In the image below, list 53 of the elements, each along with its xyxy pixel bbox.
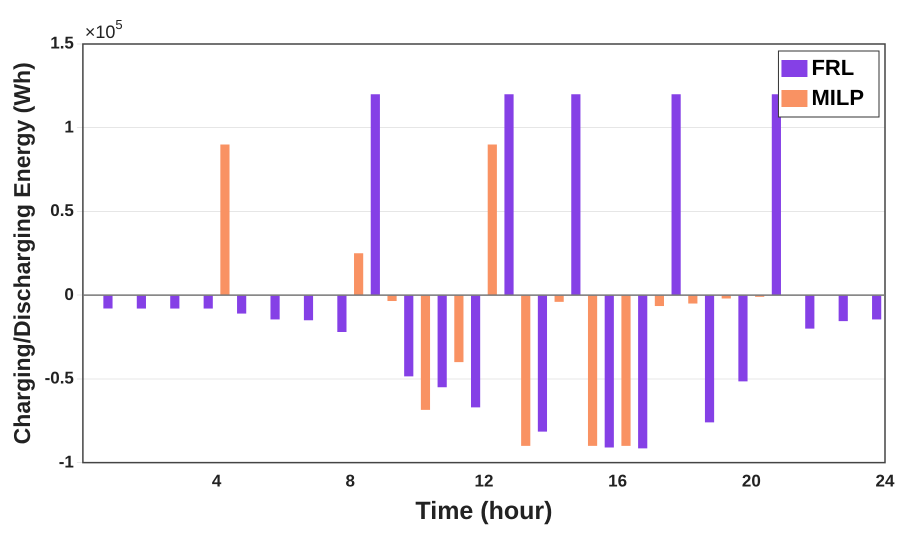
x-tick-label: 20 xyxy=(742,471,761,490)
bar xyxy=(420,296,430,410)
legend-label: MILP xyxy=(811,85,864,110)
bar xyxy=(454,296,464,362)
bar xyxy=(638,296,648,448)
bar xyxy=(438,296,447,388)
y-axis-title: Charging/Discharging Energy (Wh) xyxy=(9,62,36,444)
bar xyxy=(805,296,814,329)
x-tick-label: 8 xyxy=(346,471,355,490)
legend-label: FRL xyxy=(811,55,854,80)
bar xyxy=(470,296,480,408)
y-tick-label: 1 xyxy=(64,117,74,136)
y-tick-label: -1 xyxy=(58,452,74,472)
bar xyxy=(538,296,548,432)
bar xyxy=(604,296,614,448)
y-tick-label: 0 xyxy=(64,284,74,304)
bar xyxy=(504,94,514,295)
y-tick-label: 1.5 xyxy=(50,34,74,53)
bar xyxy=(738,296,748,382)
bar xyxy=(370,94,380,295)
bar xyxy=(621,296,631,446)
bar xyxy=(220,144,230,295)
bar xyxy=(554,296,564,302)
bar xyxy=(237,296,246,314)
bar xyxy=(488,144,497,295)
bar xyxy=(838,296,848,322)
bar xyxy=(571,94,580,295)
x-tick-label: 12 xyxy=(474,471,494,490)
bar xyxy=(304,296,314,320)
bar xyxy=(704,296,714,422)
bar xyxy=(872,296,882,320)
bar xyxy=(404,296,414,376)
bar xyxy=(722,296,731,299)
bar xyxy=(204,296,213,309)
x-tick-label: 4 xyxy=(212,471,222,490)
bar xyxy=(688,296,698,304)
bar xyxy=(270,296,280,320)
bar xyxy=(387,296,397,302)
y-tick-label: 0.5 xyxy=(50,201,74,220)
bar xyxy=(588,296,598,446)
bar xyxy=(170,296,180,309)
bar xyxy=(103,296,113,309)
bar xyxy=(521,296,530,446)
bar xyxy=(654,296,664,306)
x-tick-label: 16 xyxy=(608,471,628,490)
y-tick-label: -0.5 xyxy=(44,368,74,388)
x-axis-title: Time (hour) xyxy=(415,496,552,525)
bar xyxy=(672,94,681,295)
bar xyxy=(136,296,146,309)
x-tick-label: 24 xyxy=(876,471,895,490)
bar xyxy=(337,296,347,332)
bar xyxy=(772,94,781,295)
bar xyxy=(354,253,364,295)
